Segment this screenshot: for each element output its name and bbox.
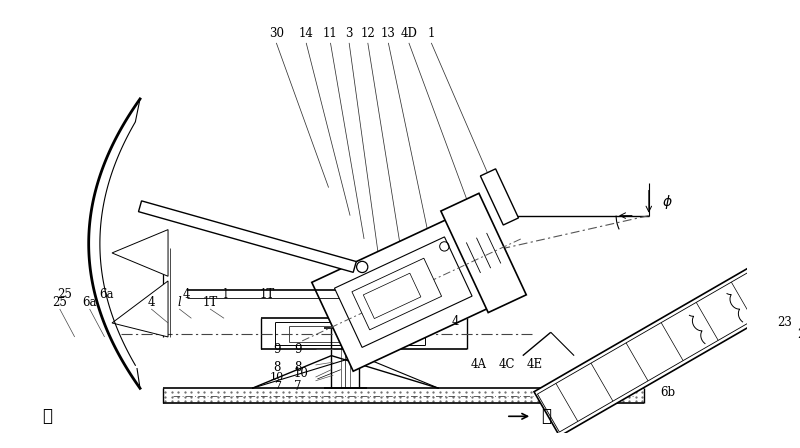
Text: 24: 24 [798,327,800,340]
Text: 4: 4 [452,314,459,327]
Polygon shape [334,237,472,347]
Polygon shape [112,281,168,337]
Text: 23: 23 [777,316,792,329]
Text: 10: 10 [270,372,284,382]
Polygon shape [534,247,800,436]
Text: 1: 1 [428,27,435,40]
Text: 1T: 1T [202,296,218,309]
Text: 4: 4 [147,296,155,309]
Text: 7: 7 [294,380,302,393]
Text: 6b: 6b [660,387,675,400]
Text: 北: 北 [541,408,551,425]
Text: 25: 25 [52,296,67,309]
Text: 6a: 6a [82,296,97,309]
Text: 4D: 4D [401,27,418,40]
Text: 8: 8 [274,361,281,374]
Text: 4: 4 [183,289,190,302]
Text: 11: 11 [323,27,338,40]
Text: $\phi$: $\phi$ [662,193,673,211]
Text: 3: 3 [346,27,353,40]
Text: l: l [224,289,228,302]
Text: 13: 13 [381,27,396,40]
Polygon shape [312,209,510,371]
Polygon shape [480,169,518,225]
Polygon shape [352,258,442,330]
Polygon shape [441,193,526,313]
Text: 4C: 4C [498,358,515,371]
Text: 12: 12 [361,27,375,40]
Text: l: l [178,296,181,309]
Text: 9: 9 [274,343,281,356]
Polygon shape [138,201,356,272]
Text: 9: 9 [294,343,302,356]
Text: 4E: 4E [527,358,543,371]
Text: 4A: 4A [471,358,487,371]
Text: 30: 30 [269,27,284,40]
Text: 10: 10 [294,367,309,380]
Text: 6a: 6a [98,289,114,302]
Text: 25: 25 [57,289,72,302]
Polygon shape [112,230,168,276]
Text: 8: 8 [294,361,302,374]
Text: 1T: 1T [260,289,275,302]
Text: 南: 南 [42,408,52,425]
Text: 14: 14 [298,27,314,40]
Text: 7: 7 [274,381,281,392]
